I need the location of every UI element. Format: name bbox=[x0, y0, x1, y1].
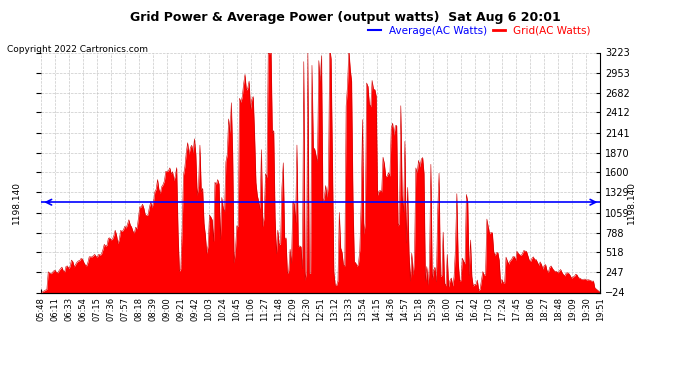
Legend: Average(AC Watts), Grid(AC Watts): Average(AC Watts), Grid(AC Watts) bbox=[364, 22, 595, 40]
Text: 1198.140: 1198.140 bbox=[12, 181, 21, 224]
Text: Grid Power & Average Power (output watts)  Sat Aug 6 20:01: Grid Power & Average Power (output watts… bbox=[130, 11, 560, 24]
Text: 1198.140: 1198.140 bbox=[627, 181, 635, 224]
Text: Copyright 2022 Cartronics.com: Copyright 2022 Cartronics.com bbox=[7, 45, 148, 54]
